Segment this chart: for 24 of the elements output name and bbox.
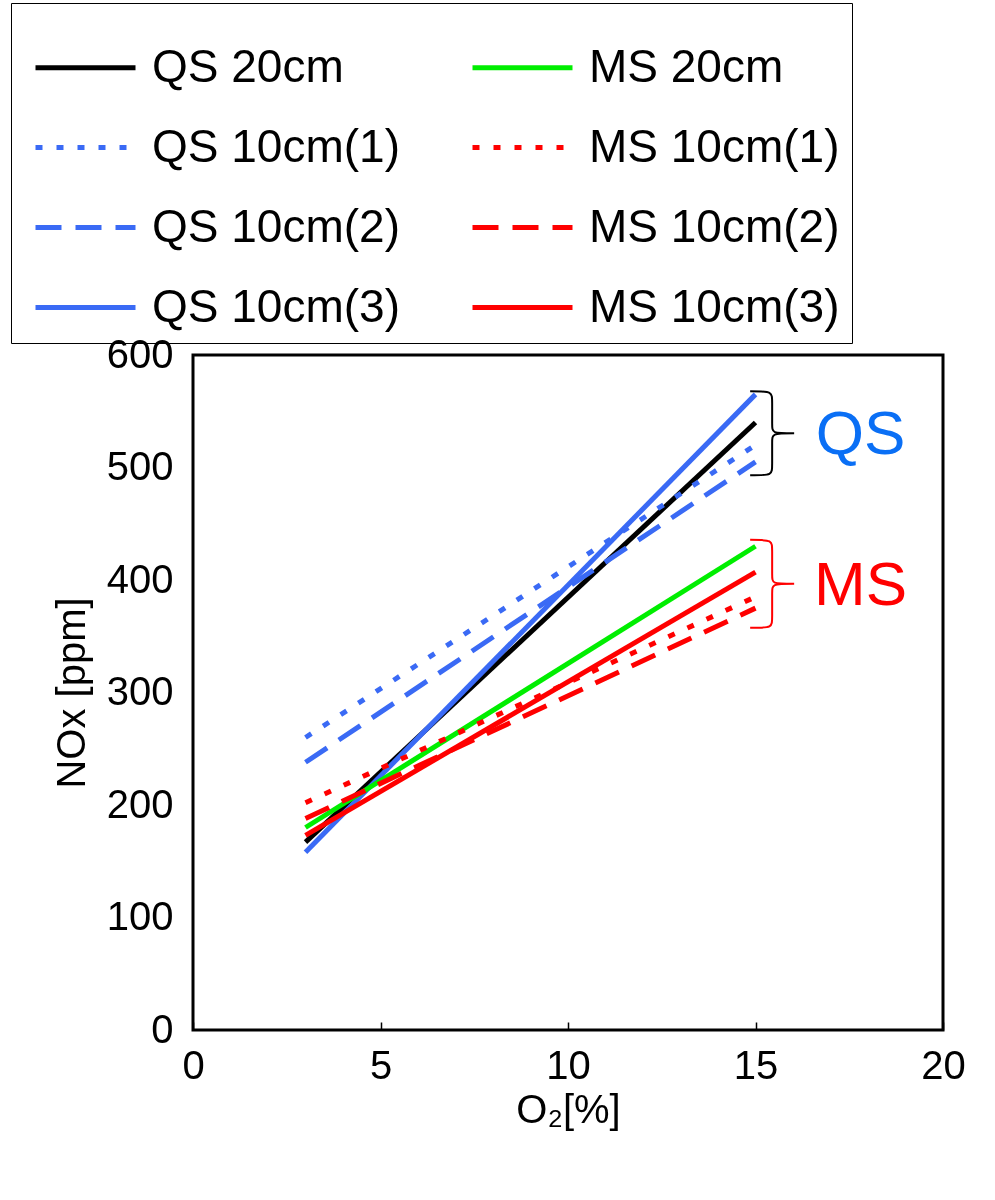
- legend-label: MS 10cm(2): [589, 199, 840, 252]
- legend-label: MS 10cm(1): [589, 119, 840, 172]
- x-tick-label: 20: [921, 1042, 966, 1087]
- x-axis-title: O₂[%]: [516, 1086, 621, 1131]
- y-tick-label: 300: [106, 669, 174, 713]
- y-tick-label: 400: [106, 556, 174, 601]
- legend-label: MS 20cm: [589, 39, 784, 92]
- x-tick-label: 5: [369, 1042, 393, 1087]
- x-tick-label: 10: [546, 1042, 591, 1087]
- x-tick-label: 0: [182, 1042, 205, 1087]
- y-tick-label: 500: [106, 444, 174, 488]
- annotation: MS: [814, 548, 907, 618]
- legend-label: QS 20cm: [152, 39, 344, 92]
- legend-label: QS 10cm(2): [152, 199, 400, 252]
- x-tick-label: 15: [733, 1042, 779, 1087]
- y-tick-label: 600: [106, 331, 174, 376]
- legend-label: QS 10cm(1): [152, 119, 400, 172]
- y-tick-label: 0: [151, 1006, 174, 1051]
- y-axis-title: NOx [ppm]: [48, 597, 93, 789]
- legend-label: QS 10cm(3): [152, 279, 400, 332]
- legend-label: MS 10cm(3): [589, 279, 840, 332]
- y-tick-label: 200: [106, 781, 174, 826]
- annotation: QS: [815, 398, 906, 468]
- y-tick-label: 100: [106, 894, 174, 938]
